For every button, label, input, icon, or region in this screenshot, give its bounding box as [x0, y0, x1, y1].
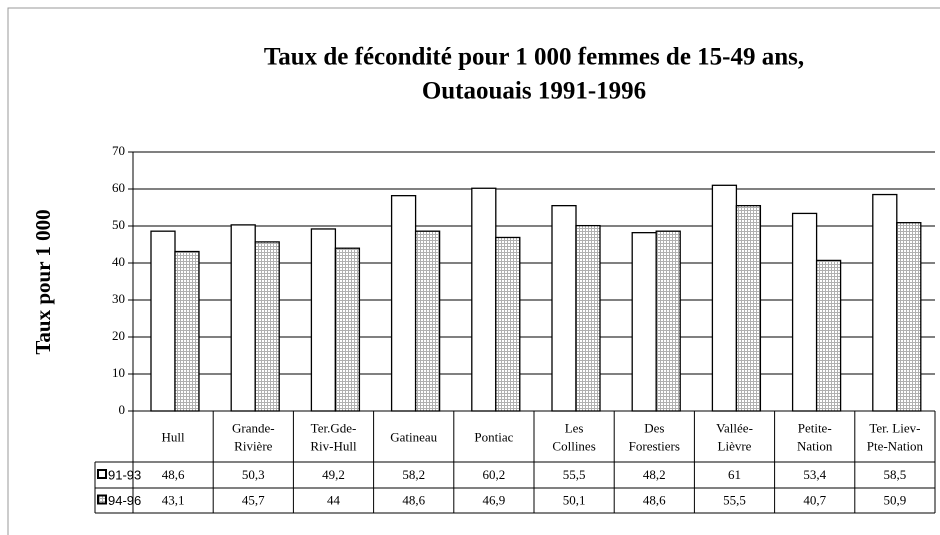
table-value: 43,1 [162, 492, 185, 507]
table-value: 49,2 [322, 467, 345, 482]
x-tick-label: Petite-Nation [797, 420, 833, 453]
bar [174, 250, 200, 412]
x-tick-label: Pontiac [474, 429, 513, 444]
table-value: 58,5 [884, 467, 907, 482]
bar [872, 193, 898, 412]
y-tick-label: 70 [112, 143, 125, 158]
x-tick-label: Des Forestiers [629, 420, 680, 453]
y-tick-label: 40 [112, 254, 125, 269]
legend-label: 91-93 [108, 467, 141, 482]
bar [230, 224, 256, 412]
bar [631, 232, 657, 412]
bar [815, 259, 842, 412]
table-value: 40,7 [803, 492, 826, 507]
table-value: 61 [728, 467, 741, 482]
chart-title: Outaouais 1991-1996 [422, 78, 646, 105]
legend-label: 94-96 [108, 493, 141, 508]
x-tick-label: Hull [162, 429, 186, 444]
y-tick-label: 0 [119, 402, 126, 417]
bar [791, 212, 818, 412]
table-value: 48,6 [162, 467, 185, 482]
table-value: 50,9 [884, 492, 907, 507]
bar [310, 228, 337, 412]
bar [334, 247, 361, 412]
x-tick-label: Vallée-Lièvre [716, 420, 753, 453]
bar [254, 241, 280, 412]
table-value: 46,9 [483, 492, 506, 507]
table-value: 55,5 [723, 492, 746, 507]
legend-key [97, 469, 107, 479]
bar [551, 204, 577, 412]
x-tick-label: Grande-Rivière [232, 420, 275, 453]
table-value: 50,3 [242, 467, 265, 482]
bar [711, 184, 738, 412]
bar [735, 204, 762, 412]
bar [414, 230, 441, 412]
bar [575, 224, 601, 412]
table-value: 60,2 [483, 467, 506, 482]
bar [896, 222, 922, 412]
x-tick-label: Ter. Liev-Pte-Nation [867, 420, 924, 453]
y-tick-label: 30 [112, 291, 125, 306]
table-value: 58,2 [402, 467, 425, 482]
table-value: 48,6 [402, 492, 425, 507]
frame [7, 7, 940, 535]
chart-title: Taux de fécondité pour 1 000 femmes de 1… [264, 44, 804, 71]
x-tick-label: Ter.Gde-Riv-Hull [310, 420, 357, 453]
table-value: 48,2 [643, 467, 666, 482]
table-value: 48,6 [643, 492, 666, 507]
table-value: 50,1 [563, 492, 586, 507]
table-value: 44 [327, 492, 341, 507]
legend-key [97, 494, 107, 505]
table-value: 55,5 [563, 467, 586, 482]
bar [471, 187, 497, 412]
y-tick-label: 50 [112, 217, 125, 232]
y-tick-label: 10 [112, 365, 125, 380]
y-tick-label: 20 [112, 328, 125, 343]
x-tick-label: Gatineau [390, 429, 437, 444]
bar [655, 230, 681, 412]
bar [390, 195, 417, 412]
bar [495, 236, 521, 412]
table-value: 53,4 [803, 467, 826, 482]
table-value: 45,7 [242, 492, 265, 507]
y-axis-label: Taux pour 1 000 [31, 209, 55, 354]
y-tick-label: 60 [112, 180, 125, 195]
x-tick-label: Les Collines [552, 420, 595, 453]
bar [150, 230, 176, 412]
